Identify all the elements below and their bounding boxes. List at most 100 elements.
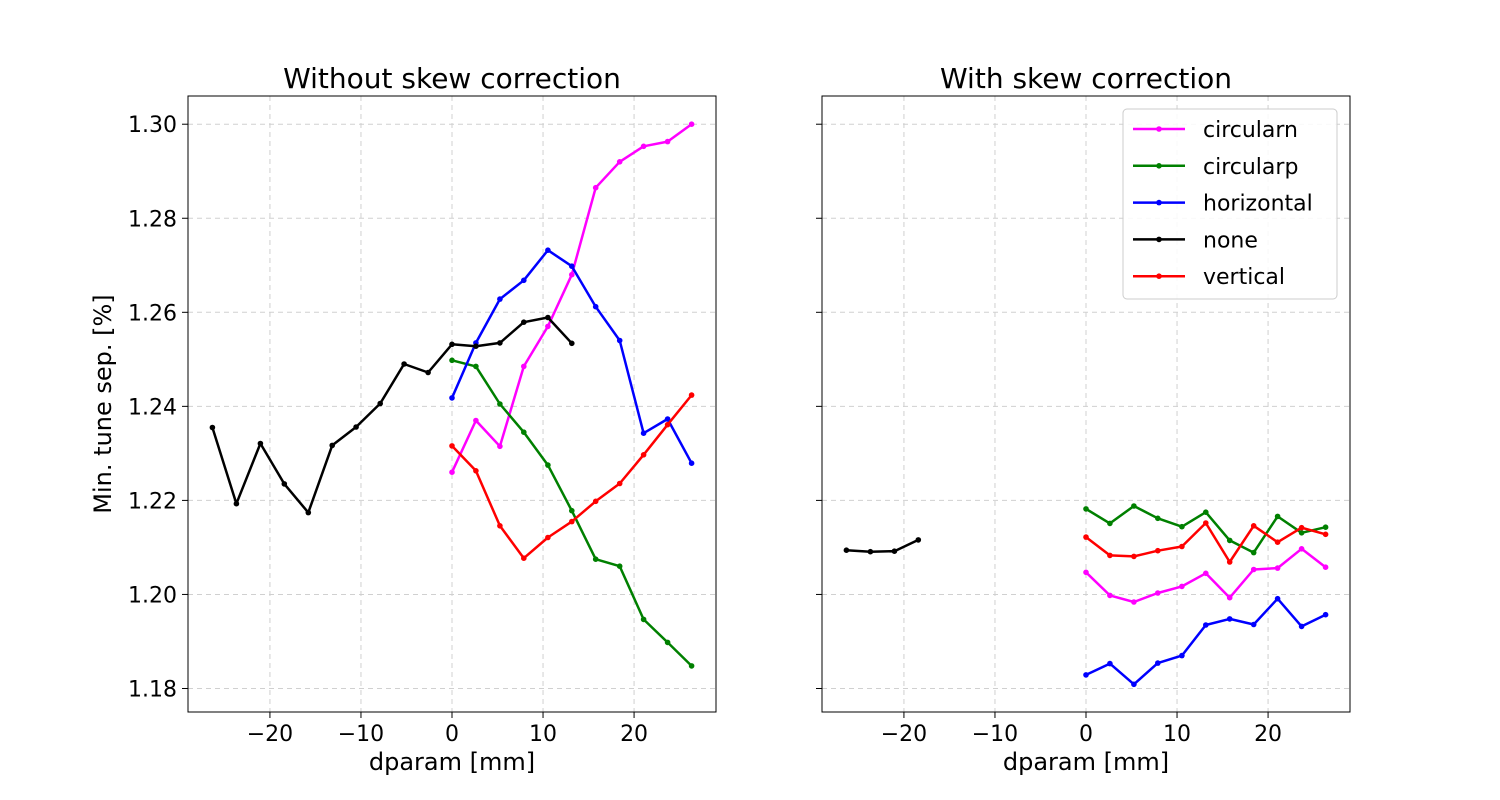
data-point: [1274, 513, 1281, 520]
legend-marker: [1156, 126, 1162, 132]
data-point: [1322, 611, 1329, 618]
data-point: [569, 518, 575, 525]
data-point: [1250, 549, 1257, 556]
data-point: [449, 341, 455, 348]
x-tick-label: −10: [338, 722, 384, 747]
x-tick-label: 0: [1079, 722, 1093, 747]
y-tick-label: 1.20: [128, 583, 177, 608]
data-point: [1131, 599, 1137, 605]
data-point: [497, 401, 503, 407]
data-point: [592, 303, 599, 310]
data-point: [664, 138, 671, 145]
data-point: [353, 424, 359, 430]
legend-marker: [1156, 199, 1162, 206]
data-point: [1155, 547, 1161, 554]
legend: circularn circularp horizontal none vertical: [1122, 108, 1338, 300]
data-point: [616, 159, 623, 165]
data-point: [257, 440, 264, 447]
data-point: [209, 424, 216, 431]
data-point: [1107, 592, 1113, 599]
data-point: [569, 340, 575, 347]
data-point: [1298, 546, 1305, 552]
data-point: [329, 442, 336, 449]
data-point: [473, 417, 479, 424]
y-tick-label: 1.30: [128, 113, 177, 138]
plot-frame: [187, 95, 717, 713]
data-point: [688, 663, 695, 669]
data-point: [1107, 520, 1113, 527]
y-tick-label: 1.24: [128, 395, 177, 420]
data-point: [1179, 583, 1185, 590]
data-point: [521, 363, 527, 370]
legend-label: circularn: [1203, 118, 1298, 143]
legend-entry-circularn: circularn: [1133, 118, 1298, 143]
data-point: [497, 296, 503, 302]
data-point: [1107, 552, 1113, 559]
y-axis-label: Min. tune sep. [%]: [89, 294, 117, 513]
data-point: [425, 369, 431, 376]
data-point: [569, 507, 575, 514]
subplot-with-skew-correction: With skew correction dparam [mm] −20 −10 0…: [816, 62, 1351, 776]
data-point: [497, 340, 503, 346]
data-point: [688, 460, 695, 467]
data-point: [497, 523, 503, 529]
data-point: [497, 443, 503, 450]
data-point: [473, 468, 479, 474]
data-point: [664, 421, 671, 428]
data-point: [569, 263, 575, 270]
data-point: [545, 534, 551, 541]
data-point: [1083, 506, 1089, 512]
series-vertical: [1083, 520, 1329, 565]
data-point: [1250, 566, 1257, 573]
data-point: [1155, 590, 1161, 596]
data-point: [1322, 564, 1329, 570]
data-point: [1131, 503, 1137, 509]
subplot-title: Without skew correction: [283, 62, 621, 95]
data-point: [1250, 621, 1257, 628]
x-tick-label: −20: [881, 722, 927, 747]
data-point: [545, 323, 551, 330]
data-point: [640, 616, 647, 623]
data-point: [1155, 515, 1161, 522]
data-point: [449, 395, 455, 401]
data-point: [1179, 652, 1185, 659]
series-horizontal: [449, 247, 695, 467]
series-lines: [209, 121, 695, 669]
data-point: [1083, 672, 1089, 678]
legend-marker: [1156, 273, 1162, 280]
y-tick-label: 1.18: [128, 677, 177, 702]
series-line: [211, 316, 573, 514]
data-point: [233, 500, 240, 507]
legend-marker: [1156, 163, 1162, 169]
data-point: [1274, 595, 1281, 602]
data-point: [521, 277, 527, 284]
data-point: [1083, 569, 1089, 576]
data-point: [521, 429, 527, 436]
data-point: [377, 400, 384, 407]
data-point: [305, 509, 312, 516]
y-tick-label: 1.28: [128, 207, 177, 232]
data-point: [449, 443, 455, 449]
series-horizontal: [1083, 595, 1329, 688]
data-point: [449, 469, 455, 476]
y-tick-label: 1.22: [128, 489, 177, 514]
series-circularn: [449, 121, 695, 476]
data-point: [1131, 553, 1137, 560]
data-point: [1298, 524, 1305, 531]
data-point: [640, 452, 647, 458]
legend-label: none: [1203, 228, 1258, 253]
legend-marker: [1156, 236, 1162, 243]
series-none: [843, 537, 922, 555]
x-tick-label: 10: [1163, 722, 1191, 747]
data-point: [867, 548, 874, 555]
data-point: [640, 430, 647, 437]
data-point: [1226, 537, 1233, 544]
data-point: [1250, 523, 1257, 529]
x-axis-label: dparam [mm]: [369, 748, 535, 776]
data-point: [1131, 681, 1137, 688]
series-line: [846, 538, 919, 553]
x-tick-label: 20: [1254, 722, 1282, 747]
series-circularn: [1083, 546, 1329, 605]
subplot-title: With skew correction: [940, 62, 1232, 95]
